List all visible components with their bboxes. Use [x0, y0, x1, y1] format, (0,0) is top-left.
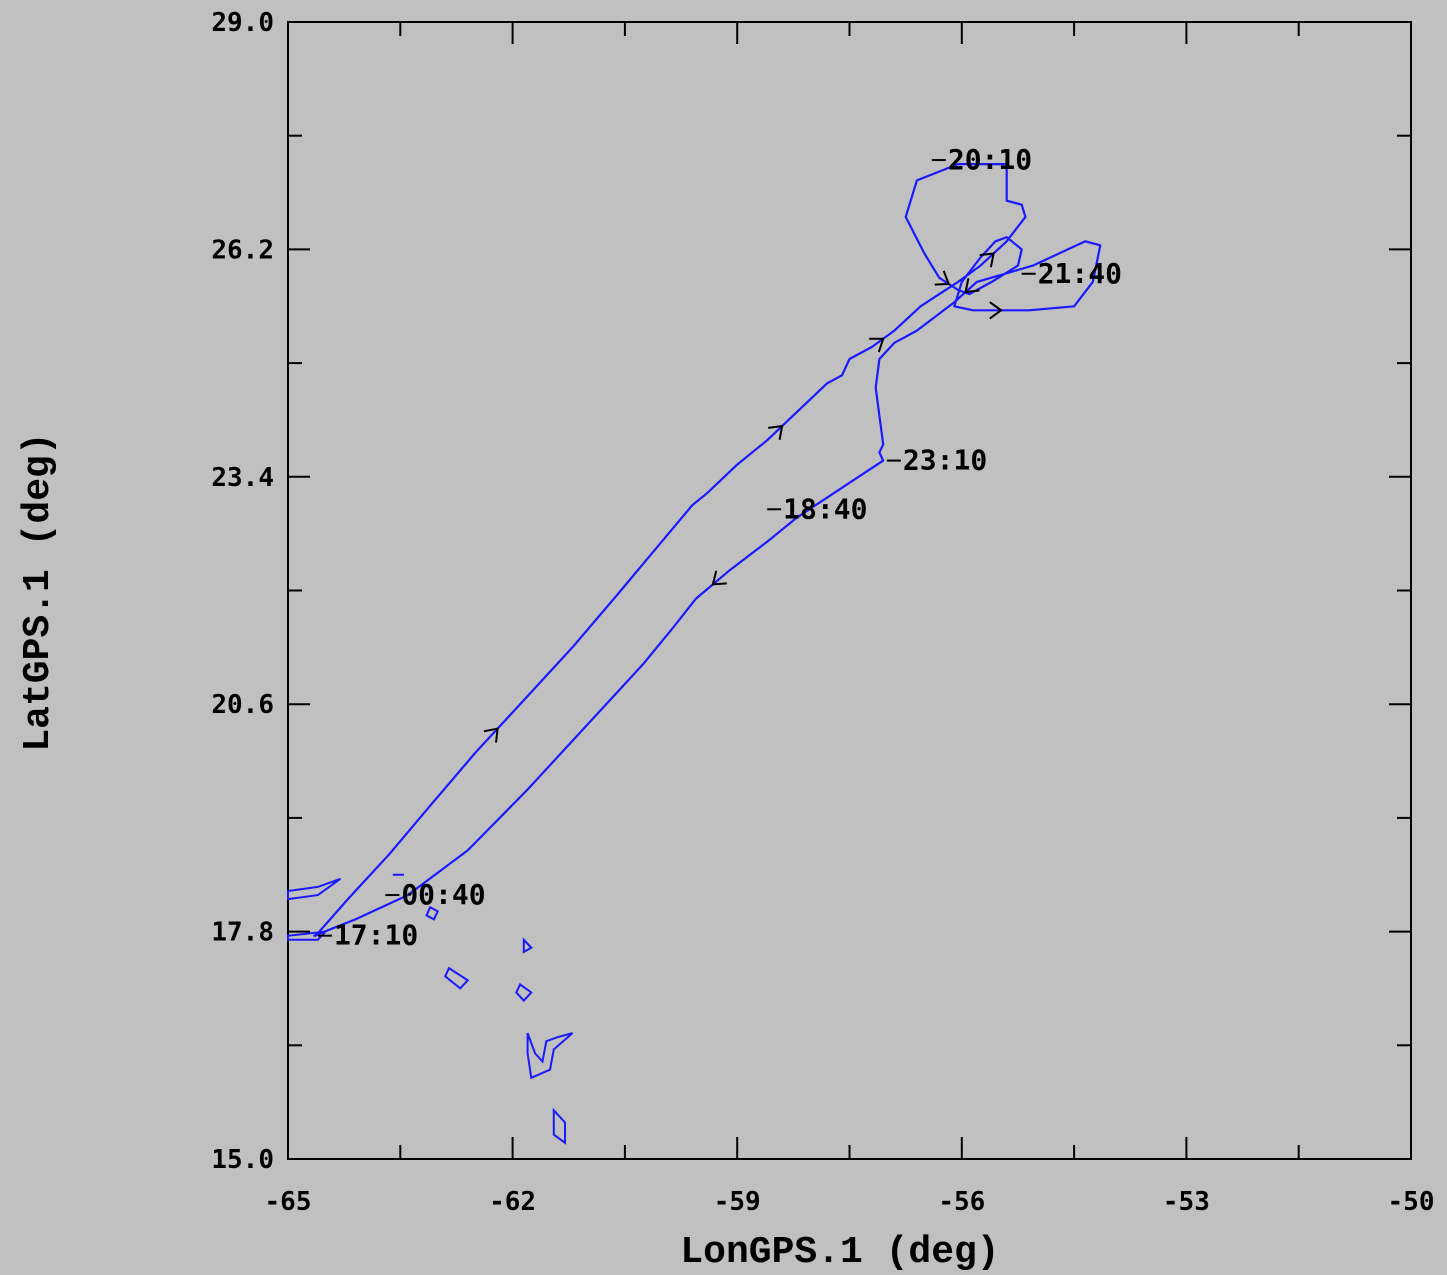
y-tick-labels: 15.0 17.8 20.6 23.4 26.2 29.0 — [211, 8, 274, 1175]
y-tick-label: 15.0 — [211, 1145, 274, 1175]
x-tick-label: -50 — [1388, 1187, 1435, 1217]
direction-marker — [964, 278, 980, 294]
time-label: 21:40 — [1038, 257, 1122, 290]
island-outline — [552, 1107, 566, 1145]
direction-marker — [711, 570, 727, 586]
island-outline — [515, 982, 533, 1003]
x-axis-title: LonGPS.1 (deg) — [680, 1231, 999, 1274]
y-tick-label: 20.6 — [211, 690, 274, 720]
island-outline — [287, 930, 328, 941]
island-outline — [522, 937, 533, 954]
coastline-islands — [287, 873, 574, 1145]
island-outline — [287, 877, 341, 901]
direction-marker — [483, 727, 499, 743]
direction-marker — [979, 252, 995, 268]
time-label: 18:40 — [783, 492, 867, 525]
time-labels: 17:10 18:40 20:10 21:40 23:10 00:40 — [317, 143, 1122, 952]
time-label: 17:10 — [334, 919, 418, 952]
time-label: 20:10 — [948, 143, 1032, 176]
x-tick-label: -59 — [714, 1187, 761, 1217]
y-tick-label: 17.8 — [211, 918, 274, 948]
x-tick-label: -62 — [489, 1187, 536, 1217]
x-tick-label: -56 — [938, 1187, 985, 1217]
x-tick-labels: -65 -62 -59 -56 -53 -50 — [265, 1187, 1435, 1217]
y-axis-title: LatGPS.1 (deg) — [17, 432, 60, 751]
y-tick-label: 26.2 — [211, 235, 274, 265]
y-tick-label: 29.0 — [211, 8, 274, 38]
time-label: 00:40 — [401, 878, 485, 911]
direction-marker — [989, 301, 1003, 320]
island-outline — [425, 905, 439, 921]
direction-marker — [934, 270, 951, 286]
y-tick-label: 23.4 — [211, 463, 274, 493]
direction-marker — [869, 337, 885, 353]
x-tick-label: -65 — [265, 1187, 312, 1217]
axis-ticks — [287, 21, 1412, 1160]
direction-marker — [768, 424, 784, 440]
time-label: 23:10 — [903, 444, 987, 477]
island-outline — [443, 966, 470, 990]
flight-track-line — [313, 163, 1102, 937]
x-tick-label: -53 — [1163, 1187, 1210, 1217]
plot-frame — [287, 21, 1412, 1160]
direction-markers — [483, 252, 1003, 743]
island-outline — [526, 1032, 574, 1080]
